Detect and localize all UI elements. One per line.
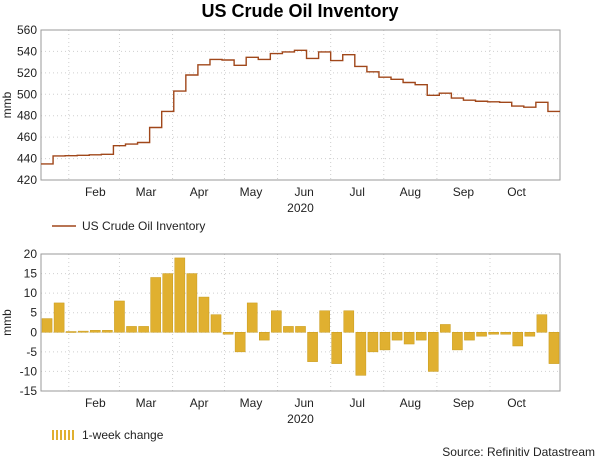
change-bar — [114, 300, 125, 333]
top-month-label: Jun — [294, 185, 313, 199]
legend-bar-swatch — [56, 430, 58, 440]
bottom-ytick-label: -10 — [20, 364, 38, 378]
bottom-ytick-label: 10 — [24, 286, 38, 300]
change-bar — [186, 273, 198, 333]
legend-label-change: 1-week change — [82, 428, 164, 442]
change-bar — [198, 296, 210, 333]
inventory-series-line — [41, 49, 560, 165]
bottom-ytick-label: -5 — [26, 345, 37, 359]
change-bar — [464, 332, 475, 341]
change-bar — [476, 332, 487, 337]
change-bar — [427, 332, 439, 372]
bottom-ylabel: mmb — [0, 309, 14, 336]
change-bar — [295, 326, 306, 333]
bottom-ytick-label: 15 — [24, 267, 38, 281]
change-bar — [367, 332, 379, 353]
change-bar — [500, 332, 511, 335]
bottom-year-label: 2020 — [287, 412, 314, 426]
change-bar — [90, 330, 101, 333]
change-bar — [331, 332, 342, 364]
bottom-month-label: Jun — [294, 396, 313, 410]
change-bar — [440, 324, 451, 333]
top-ytick-label: 460 — [17, 130, 37, 144]
bottom-ytick-label: 0 — [30, 325, 37, 339]
legend-bar-swatch — [68, 430, 70, 440]
bottom-month-label: Feb — [85, 396, 106, 410]
top-ytick-label: 520 — [17, 66, 37, 80]
change-bar — [391, 332, 403, 341]
change-bar — [126, 326, 137, 333]
top-plot-frame — [40, 29, 561, 181]
top-ylabel: mmb — [0, 91, 14, 118]
change-bar — [174, 257, 186, 333]
change-bar — [355, 332, 367, 376]
change-bar — [222, 332, 234, 335]
bottom-legend: 1-week change — [52, 428, 164, 442]
change-bar — [379, 332, 391, 351]
top-month-label: May — [240, 185, 263, 199]
change-bar — [271, 310, 282, 333]
top-month-label: Sep — [453, 185, 475, 199]
change-bar — [488, 332, 499, 335]
bottom-month-label: May — [240, 396, 263, 410]
change-bar — [150, 277, 161, 333]
top-month-label: Feb — [85, 185, 106, 199]
change-bar — [283, 326, 294, 333]
change-bar — [41, 318, 53, 333]
change-bar — [319, 310, 330, 333]
change-bar — [65, 331, 77, 333]
bottom-month-label: Apr — [190, 396, 209, 410]
top-month-label: Apr — [190, 185, 209, 199]
legend-label-inventory: US Crude Oil Inventory — [82, 219, 205, 233]
change-bar — [102, 330, 113, 333]
top-ytick-label: 420 — [17, 173, 37, 187]
source-label: Source: Refinitiv Datastream — [442, 445, 595, 459]
legend-bar-swatch — [64, 430, 66, 440]
change-bar — [210, 314, 222, 333]
change-bar — [415, 332, 427, 341]
top-legend: US Crude Oil Inventory — [52, 219, 205, 233]
bottom-panel: -15 -10 -5 0 5 10 15 20 Feb Mar Apr May Jun Jul Aug Sep… — [0, 247, 561, 426]
change-bar — [536, 314, 548, 333]
bottom-month-label: Mar — [136, 396, 157, 410]
top-month-label: Aug — [400, 185, 421, 199]
bottom-ytick-label: -15 — [20, 384, 38, 398]
change-bar — [403, 332, 415, 345]
top-ytick-label: 500 — [17, 87, 37, 101]
top-ytick-label: 440 — [17, 152, 37, 166]
change-bar — [138, 326, 149, 333]
top-ytick-label: 560 — [17, 23, 37, 37]
legend-bar-swatch — [72, 430, 74, 440]
top-year-label: 2020 — [287, 201, 314, 215]
change-bar — [53, 302, 65, 333]
change-bar — [259, 332, 270, 341]
change-bar — [162, 273, 174, 333]
change-bar — [452, 332, 463, 351]
bottom-ytick-label: 20 — [24, 247, 38, 261]
change-bar — [343, 310, 355, 333]
change-bar — [246, 302, 258, 333]
top-month-label: Jul — [350, 185, 365, 199]
change-bar — [234, 332, 246, 353]
chart-title: US Crude Oil Inventory — [201, 1, 398, 21]
legend-bar-swatch — [60, 430, 62, 440]
change-bar — [77, 330, 89, 333]
bottom-month-label: Jul — [350, 396, 365, 410]
bottom-month-label: Sep — [453, 396, 475, 410]
top-month-label: Mar — [136, 185, 157, 199]
bottom-plot-frame — [40, 253, 561, 392]
top-ytick-label: 540 — [17, 44, 37, 58]
bottom-ytick-label: 5 — [30, 306, 37, 320]
change-bar — [512, 332, 524, 347]
change-bar — [548, 332, 560, 364]
top-ytick-label: 480 — [17, 109, 37, 123]
legend-bar-swatch — [52, 430, 54, 440]
change-bar — [524, 332, 536, 337]
change-bar — [307, 332, 318, 362]
bottom-month-label: Oct — [507, 396, 526, 410]
top-month-label: Oct — [507, 185, 526, 199]
top-panel: 420 440 460 480 500 520 540 560 Feb Mar Apr May Jun J… — [0, 23, 561, 215]
bottom-month-label: Aug — [400, 396, 421, 410]
